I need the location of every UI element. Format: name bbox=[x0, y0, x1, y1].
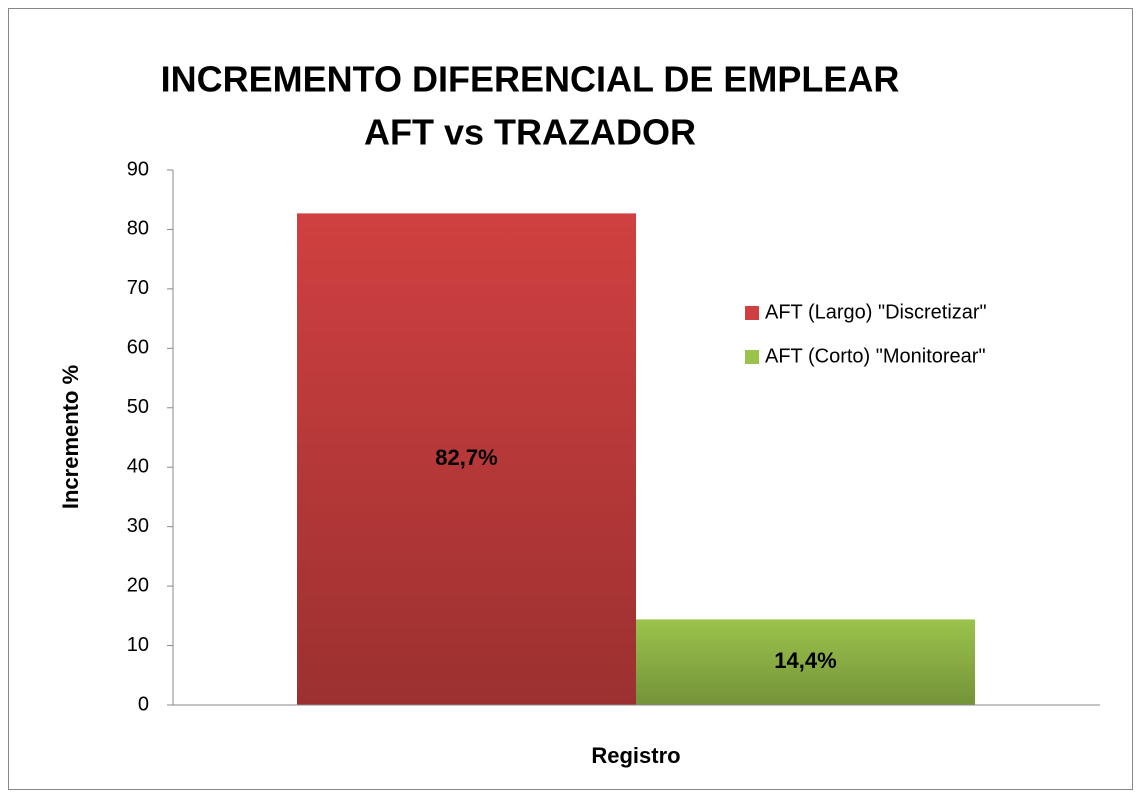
y-tick-label: 60 bbox=[127, 337, 149, 359]
legend-swatch bbox=[745, 306, 759, 320]
data-label: 14,4% bbox=[774, 648, 836, 673]
bar-shade bbox=[297, 213, 636, 705]
y-axis-title: Incremento % bbox=[58, 365, 83, 509]
legend-swatch bbox=[745, 350, 759, 364]
y-tick-label: 10 bbox=[127, 634, 149, 656]
y-tick-label: 50 bbox=[127, 396, 149, 418]
y-tick-label: 80 bbox=[127, 218, 149, 240]
y-tick-label: 40 bbox=[127, 456, 149, 478]
x-axis-title: Registro bbox=[591, 743, 680, 768]
data-label: 82,7% bbox=[435, 445, 497, 470]
y-tick-label: 90 bbox=[127, 158, 149, 180]
y-tick-label: 30 bbox=[127, 515, 149, 537]
y-tick-label: 70 bbox=[127, 277, 149, 299]
chart-title: INCREMENTO DIFERENCIAL DE EMPLEAR bbox=[161, 59, 900, 100]
bar-shade bbox=[636, 619, 975, 705]
y-tick-label: 0 bbox=[138, 693, 149, 715]
chart-title: AFT vs TRAZADOR bbox=[364, 112, 696, 153]
legend-label: AFT (Largo) "Discretizar" bbox=[765, 301, 987, 323]
legend-label: AFT (Corto) "Monitorear" bbox=[765, 345, 986, 367]
y-tick-label: 20 bbox=[127, 574, 149, 596]
